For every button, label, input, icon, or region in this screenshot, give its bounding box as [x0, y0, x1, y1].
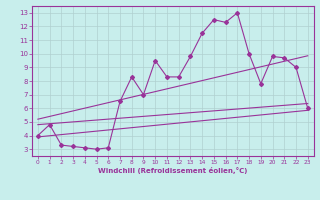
X-axis label: Windchill (Refroidissement éolien,°C): Windchill (Refroidissement éolien,°C): [98, 167, 247, 174]
